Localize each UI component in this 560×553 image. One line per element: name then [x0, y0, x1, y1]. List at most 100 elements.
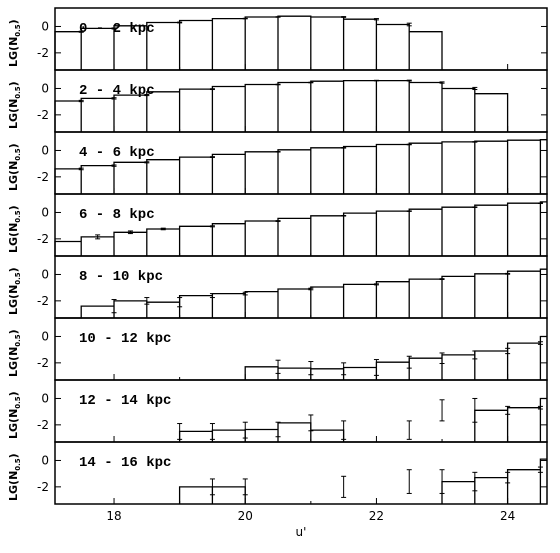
error-bar — [275, 220, 281, 222]
error-bar — [144, 94, 150, 97]
error-bar — [472, 86, 478, 91]
y-axis-label: LG(N0.5) — [7, 19, 22, 67]
error-bar — [472, 471, 478, 492]
y-tick-label: 0 — [41, 205, 49, 219]
error-bar — [78, 30, 84, 33]
error-bar — [209, 293, 215, 299]
y-axis-label: LG(N0.5) — [7, 329, 22, 377]
panel-frame — [54, 255, 548, 319]
x-axis-label: u' — [296, 525, 307, 539]
histogram-steps — [54, 139, 547, 194]
panel-4: 0 -2 6 - 8 kpc LG(N0.5) — [7, 193, 548, 257]
error-bar — [373, 18, 379, 21]
error-bar — [439, 278, 445, 280]
panel-label: 14 - 16 kpc — [79, 455, 171, 471]
error-bar — [275, 16, 281, 18]
y-tick-label: 0 — [41, 391, 49, 405]
panel-2: 0 -2 2 - 4 kpc LG(N0.5) — [7, 69, 548, 133]
error-bar — [308, 287, 314, 291]
error-bar — [505, 272, 511, 275]
x-tick-label: 22 — [369, 509, 384, 523]
panel-frame — [54, 193, 548, 257]
error-bar — [127, 230, 133, 235]
error-bar — [209, 478, 215, 496]
error-bar — [341, 215, 347, 217]
y-tick-label: 0 — [41, 143, 49, 157]
error-bar — [275, 359, 281, 374]
panel-label: 2 - 4 kpc — [79, 83, 155, 99]
error-bar — [472, 397, 478, 423]
error-bar — [111, 164, 117, 167]
error-bar — [373, 283, 379, 286]
error-bar — [505, 405, 511, 415]
error-bar — [406, 79, 412, 82]
panel-label: 8 - 10 kpc — [79, 269, 163, 285]
histogram-steps — [244, 335, 547, 380]
y-tick-label: 0 — [41, 81, 49, 95]
y-tick-label: 0 — [41, 267, 49, 281]
error-bar — [111, 27, 117, 30]
error-bar — [341, 475, 347, 498]
error-bar — [537, 405, 543, 410]
panels-group: 0 -2 0 - 2 kpc LG(N0.5) 0 -2 2 - 4 kpc LG(N0.5)… — [7, 7, 548, 505]
y-tick-label: -2 — [37, 46, 49, 60]
y-tick-label: 0 — [41, 453, 49, 467]
error-bar — [209, 88, 215, 91]
panel-8: 0 -2 14 - 16 kpc LG(N0.5) — [7, 441, 548, 505]
panel-label: 6 - 8 kpc — [79, 207, 155, 223]
error-bar — [406, 469, 412, 494]
x-tick-label: 18 — [106, 509, 121, 523]
error-bar — [472, 350, 478, 360]
error-bar — [505, 471, 511, 484]
y-axis-label: LG(N0.5) — [7, 453, 22, 501]
error-bar — [406, 22, 412, 27]
x-tick-label: 24 — [500, 509, 515, 523]
error-bar — [177, 297, 183, 308]
error-bar — [308, 414, 314, 432]
x-tick-labels: 18 20 22 24 — [106, 509, 515, 523]
error-bar — [439, 352, 445, 365]
panel-label: 12 - 14 kpc — [79, 393, 171, 409]
error-bar — [275, 83, 281, 86]
y-axis-label: LG(N0.5) — [7, 143, 22, 191]
error-bar — [439, 469, 445, 494]
error-bar — [406, 420, 412, 440]
y-axis-label: LG(N0.5) — [7, 391, 22, 439]
error-bar — [209, 156, 215, 158]
y-axis-label: LG(N0.5) — [7, 81, 22, 129]
panel-frame — [54, 7, 548, 71]
y-tick-label: 0 — [41, 19, 49, 33]
panel-label: 0 - 2 kpc — [79, 21, 155, 37]
panel-frame — [54, 379, 548, 443]
error-bar — [406, 143, 412, 146]
histogram-steps — [178, 458, 547, 504]
error-bar — [78, 167, 84, 171]
y-tick-label: -2 — [37, 356, 49, 370]
error-bar — [537, 202, 543, 204]
error-bar — [537, 341, 543, 345]
error-bar — [406, 355, 412, 369]
error-bar — [341, 420, 347, 440]
error-bar — [78, 99, 84, 103]
error-bar — [472, 206, 478, 208]
histogram-steps — [178, 397, 547, 442]
y-axis-label: LG(N0.5) — [7, 205, 22, 253]
panel-label: 4 - 6 kpc — [79, 145, 155, 161]
error-bar — [160, 227, 166, 231]
panel-frame — [54, 69, 548, 133]
error-bar — [242, 17, 248, 20]
error-bar — [275, 151, 281, 153]
y-tick-label: -2 — [37, 480, 49, 494]
panel-5: 0 -2 8 - 10 kpc LG(N0.5) — [7, 255, 548, 319]
panel-frame — [54, 317, 548, 381]
error-bar — [95, 234, 101, 240]
error-bar — [308, 81, 314, 84]
y-axis-label: LG(N0.5) — [7, 267, 22, 315]
panel-6: 0 -2 10 - 12 kpc LG(N0.5) — [7, 317, 548, 381]
y-tick-label: 0 — [41, 329, 49, 343]
panel-frame — [54, 441, 548, 505]
y-tick-label: -2 — [37, 108, 49, 122]
error-bar — [341, 147, 347, 149]
panel-1: 0 -2 0 - 2 kpc LG(N0.5) — [7, 7, 548, 71]
